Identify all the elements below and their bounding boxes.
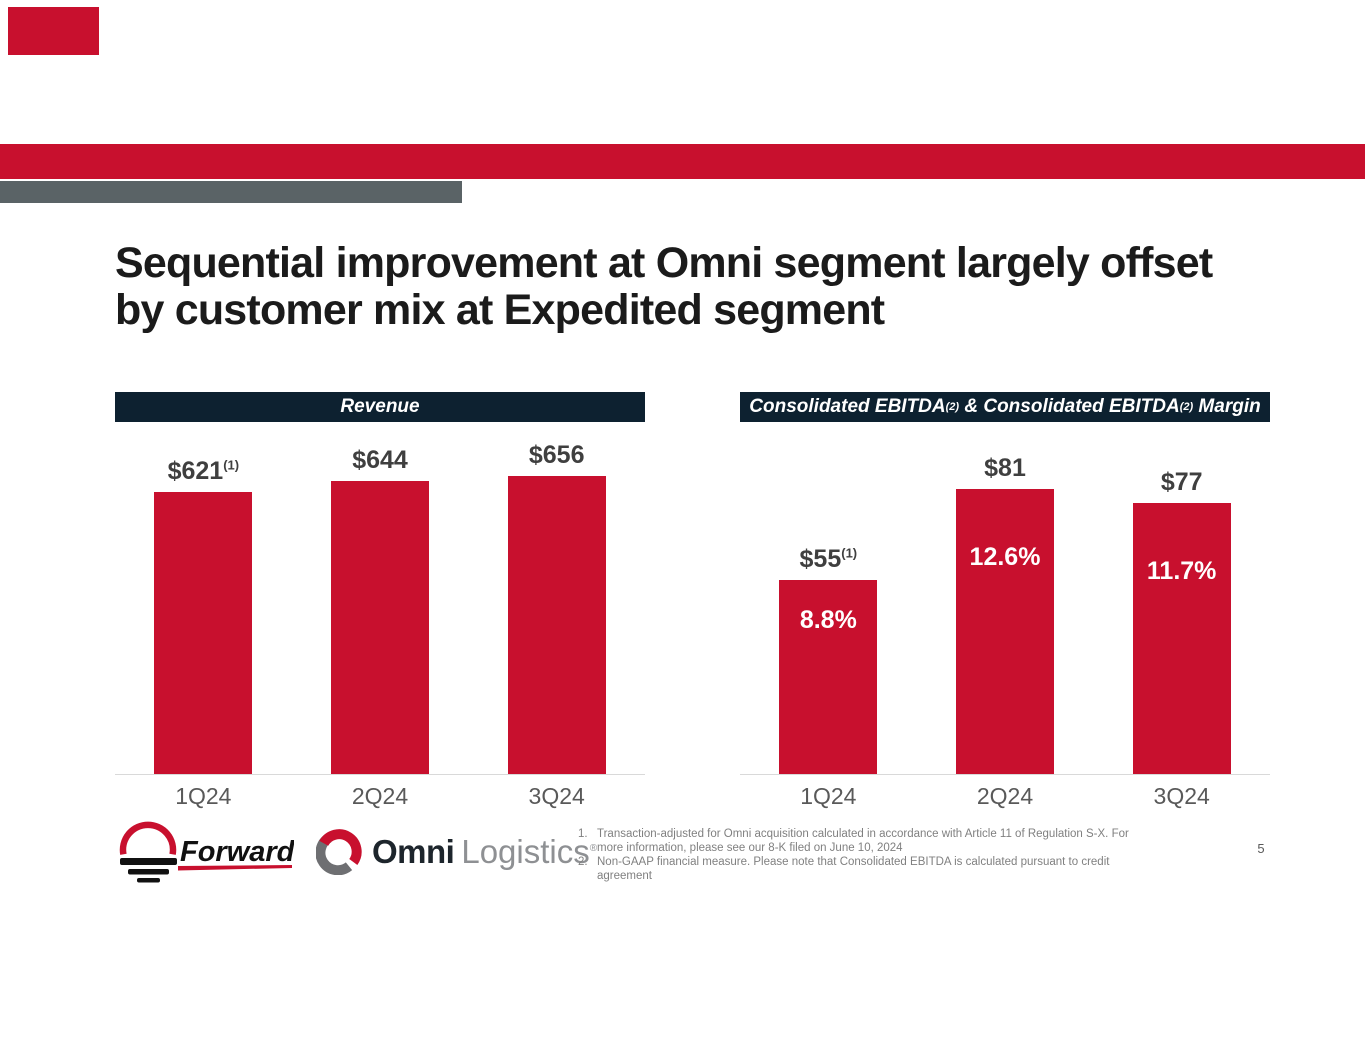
slide-title-line1: Sequential improvement at Omni segment l…	[115, 239, 1213, 287]
revenue-chart: Revenue $621(1) $644 $656 1Q24 2Q24 3Q24	[115, 392, 645, 810]
footnote-1-text: Transaction-adjusted for Omni acquisitio…	[597, 828, 1129, 854]
category-label: 3Q24	[528, 783, 585, 809]
margin-label: 12.6%	[969, 543, 1041, 571]
bar-column-3q24: $656	[468, 422, 645, 774]
footnote-2-text: Non-GAAP financial measure. Please note …	[597, 856, 1110, 882]
footnote-1: 1. Transaction-adjusted for Omni acquisit…	[578, 827, 1152, 855]
bar-column-2q24: $644	[292, 422, 469, 774]
category-label: 2Q24	[976, 783, 1034, 809]
bar-value-label: $77	[1160, 468, 1203, 496]
category-label: 1Q24	[175, 783, 232, 809]
ebitda-chart-categories: 1Q24 2Q24 3Q24	[740, 783, 1270, 810]
omni-logistics-logo: Omni Logistics®	[316, 829, 597, 875]
forward-wordmark: Forward™	[180, 836, 294, 868]
bar-1q24	[154, 492, 253, 774]
bar-value-label: $81	[984, 454, 1026, 482]
footnote-2: 2. Non-GAAP financial measure. Please not…	[578, 855, 1152, 883]
bar-value-footnote-ref: (1)	[223, 457, 240, 473]
revenue-chart-categories: 1Q24 2Q24 3Q24	[115, 783, 645, 810]
footnote-2-number: 2.	[578, 856, 588, 868]
bar-column-2q24: $81 12.6%	[917, 422, 1094, 774]
forward-globe-icon: Forward™	[119, 821, 303, 883]
ebitda-chart-header: Consolidated EBITDA (2) & Consolidated EB…	[740, 392, 1270, 422]
omni-wordmark-omni: Omni	[372, 833, 455, 870]
forward-stripe-1	[120, 858, 177, 865]
omni-registered-mark: ®	[589, 843, 598, 854]
bar-2q24	[331, 481, 429, 774]
bar-column-1q24: $55(1) 8.8%	[740, 422, 917, 774]
footnotes: 1. Transaction-adjusted for Omni acquisit…	[578, 827, 1152, 883]
ebitda-chart-plot: $55(1) 8.8% $81 12.6% $77 11.7%	[740, 422, 1270, 775]
forward-red-underline	[178, 865, 292, 871]
omni-wordmark-logistics: Logistics®	[461, 833, 598, 870]
bar-value-label: $644	[352, 446, 408, 474]
bar-value-label: $621(1)	[167, 457, 240, 485]
forward-stripe-3	[137, 878, 160, 883]
corner-red-accent	[8, 7, 99, 55]
bar-2q24: 12.6%	[956, 489, 1054, 774]
chart-title-text: Margin	[1193, 396, 1261, 417]
forward-red-arc	[119, 821, 177, 855]
margin-label: 8.8%	[799, 606, 857, 634]
chart-title-text: & Consolidated EBITDA	[959, 396, 1180, 417]
chart-title-text: Revenue	[340, 396, 420, 417]
revenue-chart-plot: $621(1) $644 $656	[115, 422, 645, 775]
page-number: 5	[1257, 841, 1265, 856]
ebitda-chart: Consolidated EBITDA (2) & Consolidated EB…	[740, 392, 1270, 810]
slide-title-line2: by customer mix at Expedited segment	[115, 286, 885, 334]
margin-label: 11.7%	[1146, 557, 1217, 585]
omni-wordmark: Omni Logistics®	[372, 833, 597, 871]
bar-1q24: 8.8%	[779, 580, 878, 774]
forward-air-logo: Forward™	[114, 820, 303, 893]
top-red-band	[0, 144, 1365, 179]
bar-value-label: $55(1)	[799, 545, 858, 573]
chart-title-text: Consolidated EBITDA	[749, 396, 946, 417]
bar-column-1q24: $621(1)	[115, 422, 292, 774]
category-label: 3Q24	[1153, 783, 1210, 809]
bar-value-footnote-ref: (1)	[841, 545, 858, 561]
footnote-1-number: 1.	[578, 828, 588, 840]
slide-title: Sequential improvement at Omni segment l…	[115, 240, 1295, 334]
omni-ring-icon	[316, 829, 362, 875]
bar-column-3q24: $77 11.7%	[1093, 422, 1270, 774]
category-label: 2Q24	[351, 783, 409, 809]
revenue-chart-header: Revenue	[115, 392, 645, 422]
bar-value-label: $656	[528, 441, 585, 469]
forward-stripe-2	[128, 869, 169, 875]
omni-red-arc	[319, 829, 362, 865]
category-label: 1Q24	[800, 783, 857, 809]
bar-3q24	[507, 476, 606, 774]
bar-3q24: 11.7%	[1132, 503, 1231, 774]
top-gray-bar	[0, 181, 462, 203]
